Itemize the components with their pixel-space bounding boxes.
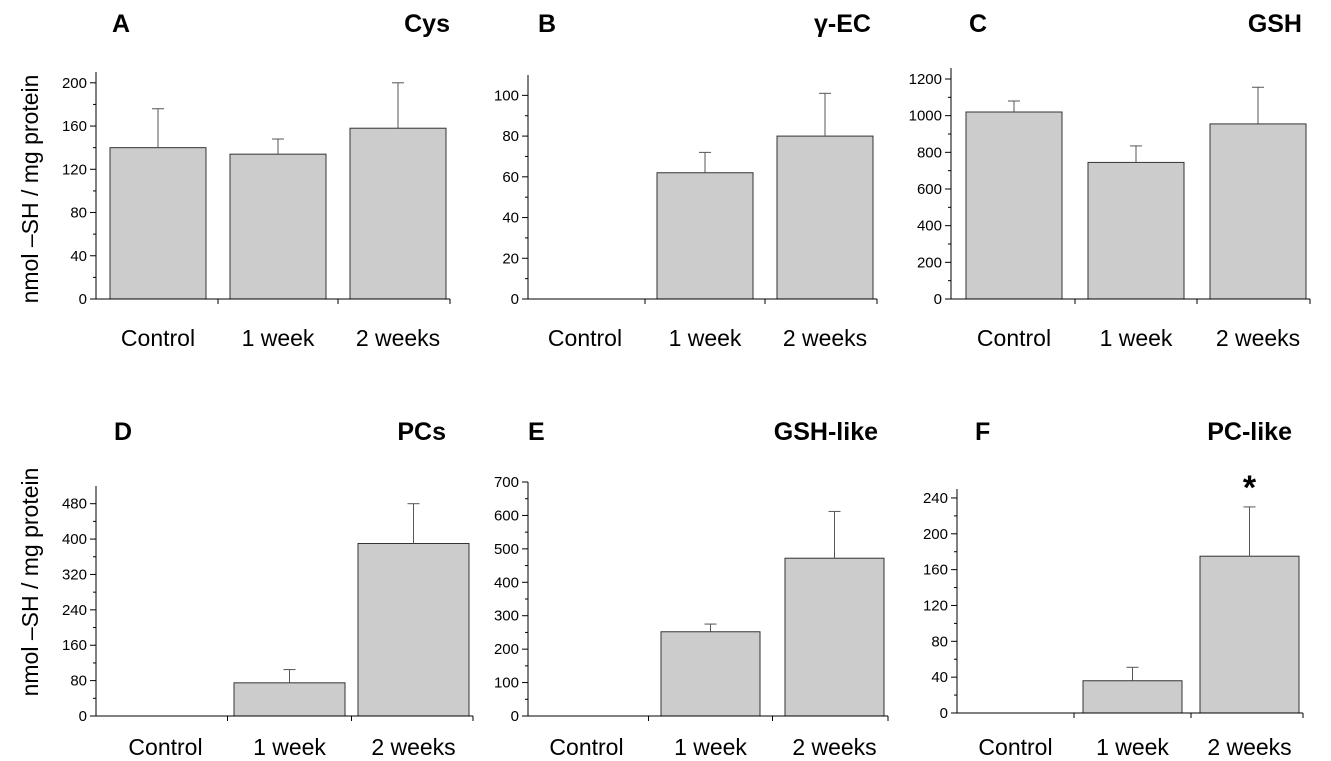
y-tick-label-a-0: 0 xyxy=(79,291,87,308)
panel-title-f: PC-like xyxy=(1207,418,1292,446)
category-label-e-1: 1 week xyxy=(674,734,747,760)
y-tick-label-e-2: 200 xyxy=(494,641,519,658)
category-label-c-0: Control xyxy=(977,325,1051,351)
y-tick-label-f-0: 0 xyxy=(940,705,948,722)
y-tick-label-b-2: 40 xyxy=(502,210,519,227)
y-tick-label-d-1: 80 xyxy=(70,673,87,690)
bar-a-0 xyxy=(109,147,207,300)
panel-title-b: γ-EC xyxy=(814,10,871,38)
category-label-d-0: Control xyxy=(128,734,202,760)
bar-c-1 xyxy=(1087,161,1185,300)
y-tick-label-c-1: 200 xyxy=(917,254,942,271)
y-tick-label-c-3: 600 xyxy=(917,181,942,198)
y-tick-label-b-5: 100 xyxy=(494,87,519,104)
bar-f-1 xyxy=(1082,680,1183,714)
panel-title-c: GSH xyxy=(1248,10,1302,38)
bar-b-1 xyxy=(656,172,754,300)
y-tick-label-d-2: 160 xyxy=(62,637,87,654)
y-tick-label-c-2: 400 xyxy=(917,218,942,235)
panel-title-a: Cys xyxy=(404,10,450,38)
category-label-e-2: 2 weeks xyxy=(792,734,876,760)
y-tick-label-f-1: 40 xyxy=(931,669,948,686)
y-tick-label-b-1: 20 xyxy=(502,250,519,267)
panel-letter-f: F xyxy=(975,418,990,446)
y-tick-label-a-5: 200 xyxy=(62,75,87,92)
y-tick-label-d-0: 0 xyxy=(79,708,87,725)
y-tick-label-e-7: 700 xyxy=(494,474,519,491)
y-tick-label-e-4: 400 xyxy=(494,574,519,591)
y-tick-label-f-3: 120 xyxy=(923,597,948,614)
y-tick-label-c-6: 1200 xyxy=(909,71,942,88)
y-tick-label-d-4: 320 xyxy=(62,566,87,583)
category-label-a-2: 2 weeks xyxy=(356,325,440,351)
y-tick-label-a-1: 40 xyxy=(70,248,87,265)
category-label-c-1: 1 week xyxy=(1100,325,1173,351)
y-tick-label-c-5: 1000 xyxy=(909,108,942,125)
y-tick-label-b-0: 0 xyxy=(511,291,519,308)
category-label-c-2: 2 weeks xyxy=(1216,325,1300,351)
bar-a-1 xyxy=(229,153,327,300)
y-tick-label-e-3: 300 xyxy=(494,608,519,625)
y-tick-label-d-5: 400 xyxy=(62,531,87,548)
category-label-d-1: 1 week xyxy=(253,734,326,760)
y-tick-label-e-0: 0 xyxy=(511,708,519,725)
y-tick-label-f-6: 240 xyxy=(923,490,948,507)
panel-title-e: GSH-like xyxy=(774,418,878,446)
y-tick-label-d-3: 240 xyxy=(62,602,87,619)
y-tick-label-f-5: 200 xyxy=(923,526,948,543)
bar-e-1 xyxy=(660,631,761,717)
significance-marker-f-0: * xyxy=(1243,469,1257,507)
category-label-b-0: Control xyxy=(548,325,622,351)
y-tick-label-e-6: 600 xyxy=(494,507,519,524)
bar-d-2 xyxy=(357,543,470,717)
bar-c-2 xyxy=(1209,123,1307,300)
y-tick-label-a-3: 120 xyxy=(62,161,87,178)
y-tick-label-d-6: 480 xyxy=(62,496,87,513)
category-label-f-2: 2 weeks xyxy=(1207,734,1291,760)
y-tick-label-b-3: 60 xyxy=(502,169,519,186)
bar-e-2 xyxy=(784,557,885,717)
panel-letter-d: D xyxy=(114,418,132,446)
category-label-f-1: 1 week xyxy=(1096,734,1169,760)
category-label-d-2: 2 weeks xyxy=(371,734,455,760)
y-axis-label-bottom: nmol –SH / mg protein xyxy=(17,468,43,697)
y-tick-label-b-4: 80 xyxy=(502,128,519,145)
panel-letter-b: B xyxy=(538,10,556,38)
category-label-a-1: 1 week xyxy=(242,325,315,351)
bar-f-2 xyxy=(1199,555,1300,714)
y-axis-label-top: nmol –SH / mg protein xyxy=(17,75,43,304)
y-tick-label-e-1: 100 xyxy=(494,675,519,692)
category-label-b-1: 1 week xyxy=(669,325,742,351)
panel-letter-c: C xyxy=(969,10,987,38)
y-tick-label-a-2: 80 xyxy=(70,205,87,222)
category-label-f-0: Control xyxy=(978,734,1052,760)
bar-d-1 xyxy=(233,682,346,717)
panel-title-d: PCs xyxy=(397,418,446,446)
category-label-b-2: 2 weeks xyxy=(783,325,867,351)
category-label-a-0: Control xyxy=(121,325,195,351)
bar-b-2 xyxy=(776,135,874,300)
y-tick-label-c-4: 800 xyxy=(917,144,942,161)
y-tick-label-e-5: 500 xyxy=(494,541,519,558)
y-tick-label-f-4: 160 xyxy=(923,562,948,579)
bar-a-2 xyxy=(349,127,447,300)
y-tick-label-a-4: 160 xyxy=(62,118,87,135)
y-tick-label-f-2: 80 xyxy=(931,633,948,650)
category-label-e-0: Control xyxy=(549,734,623,760)
y-tick-label-c-0: 0 xyxy=(934,291,942,308)
bar-c-0 xyxy=(965,111,1063,300)
panel-letter-e: E xyxy=(528,418,545,446)
panel-letter-a: A xyxy=(112,10,130,38)
